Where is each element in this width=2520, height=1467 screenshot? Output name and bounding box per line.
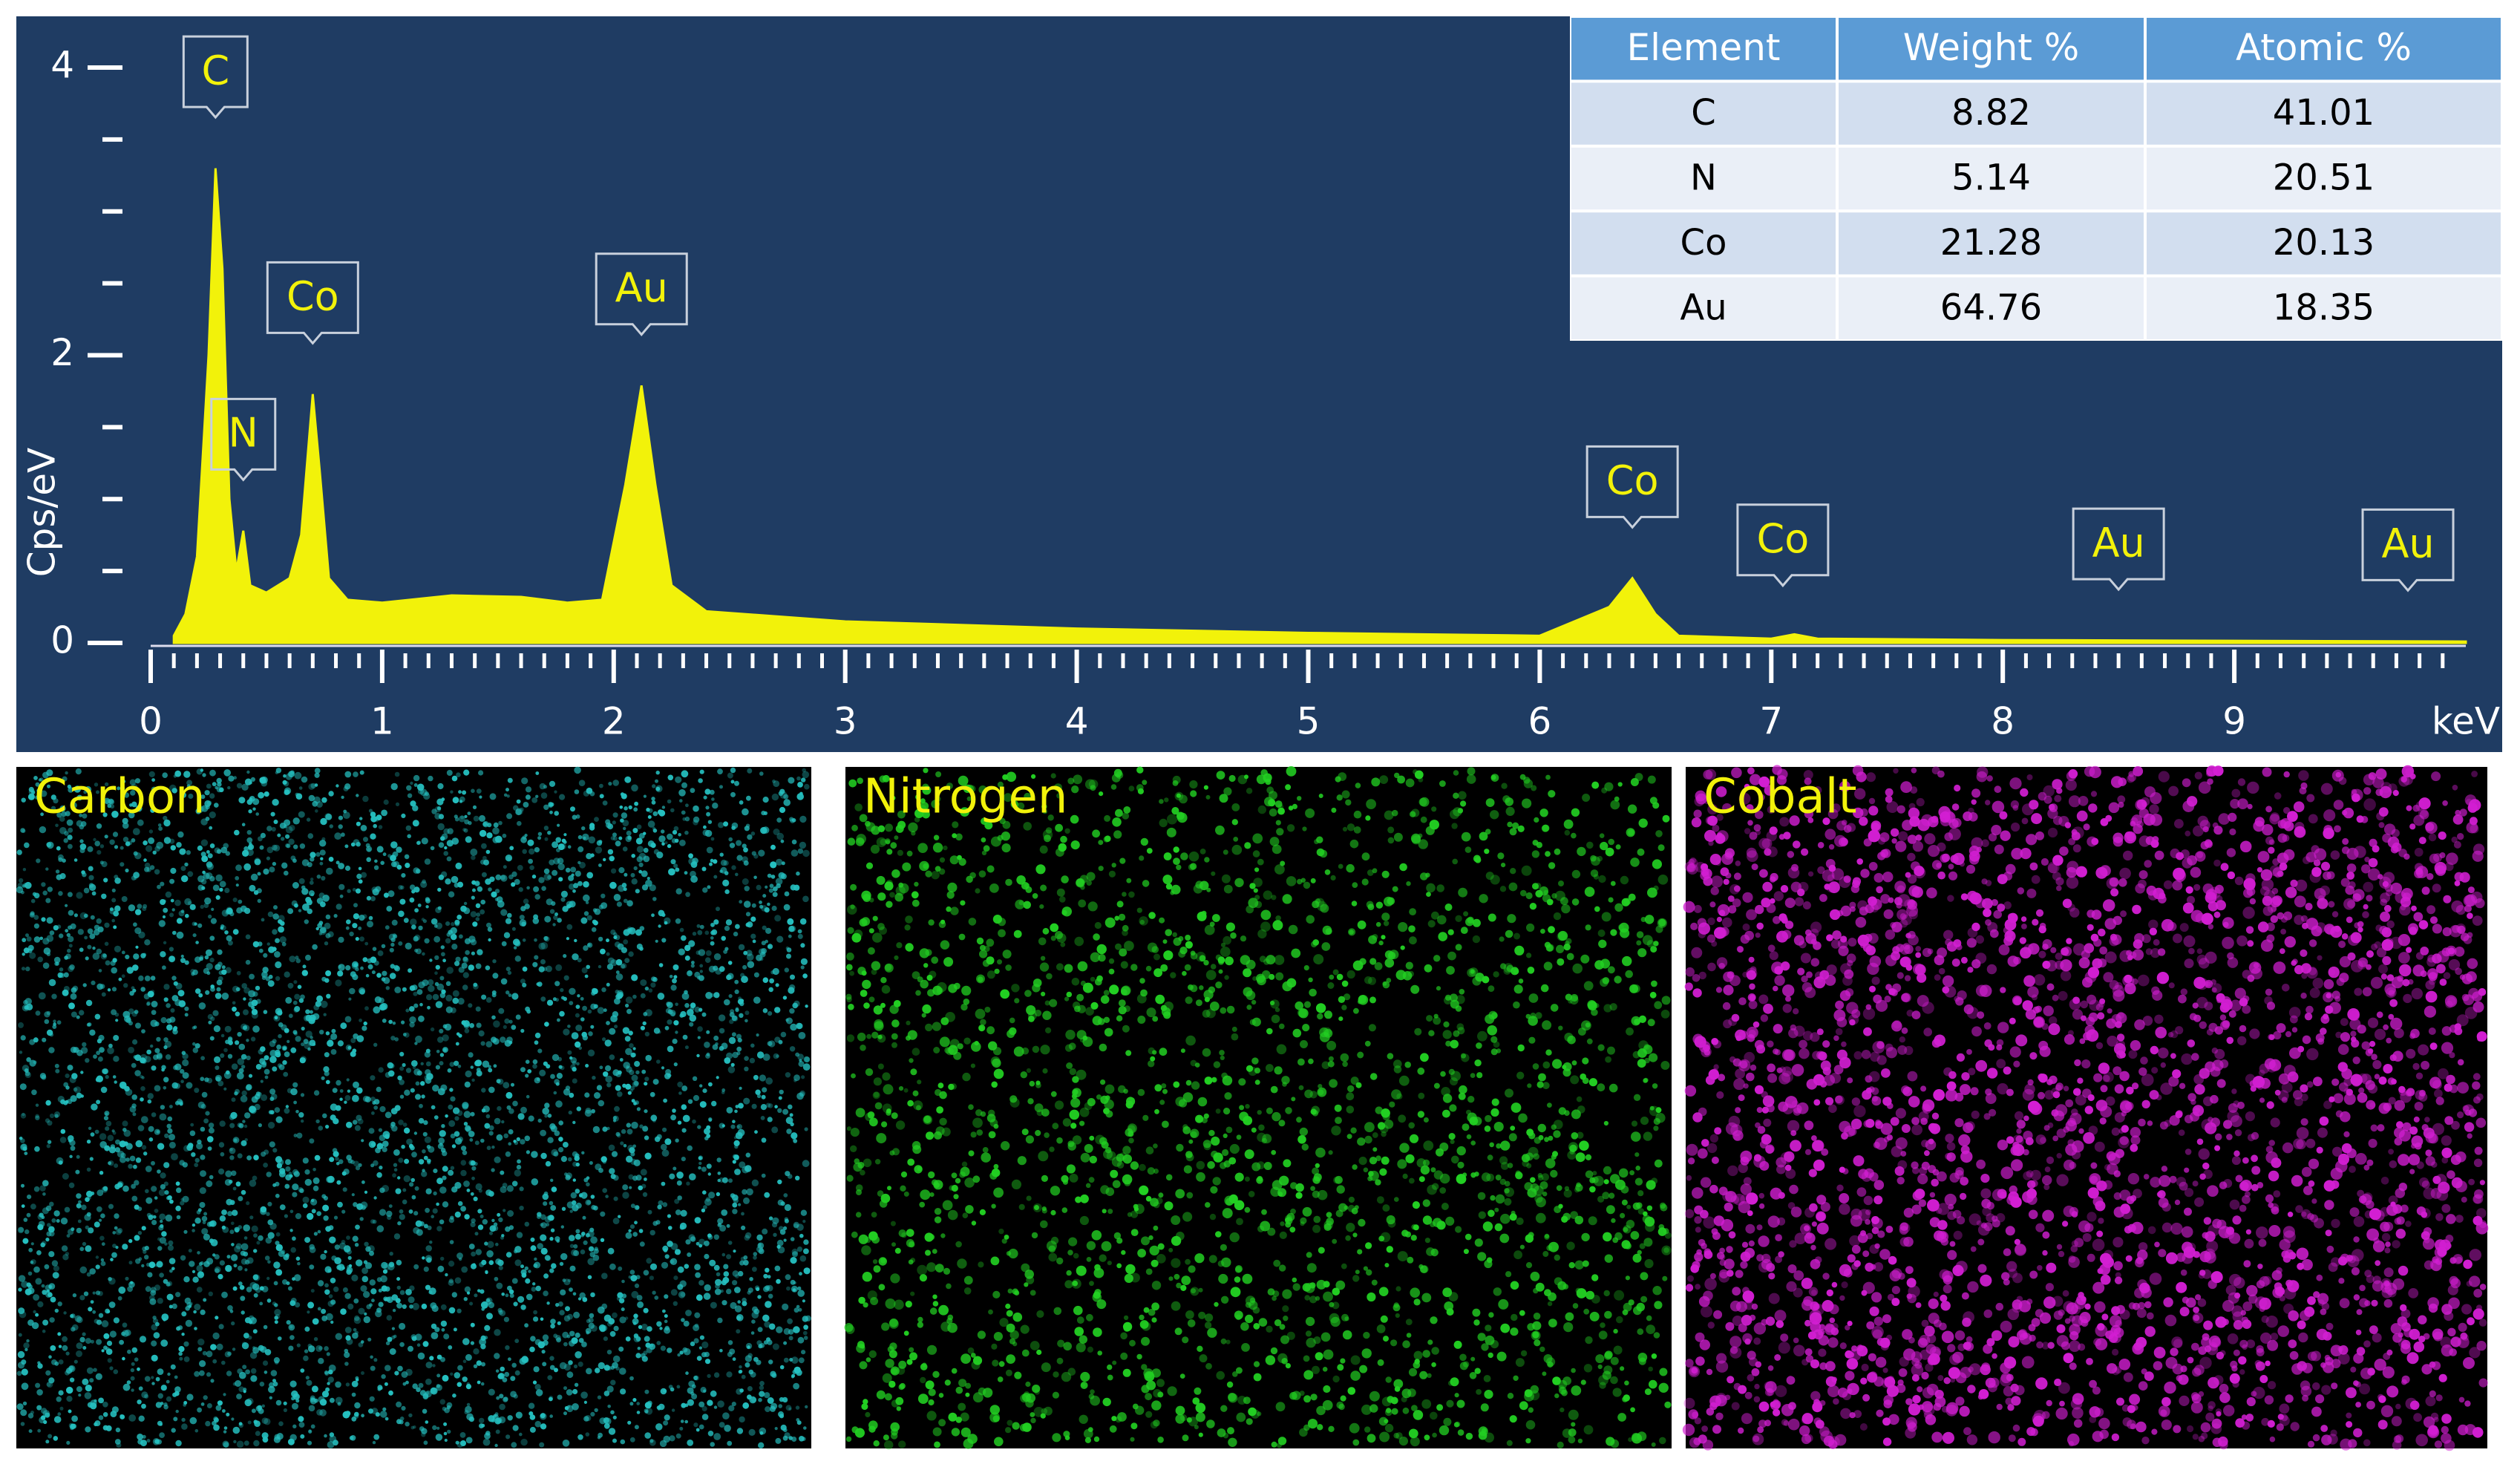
annotation-box xyxy=(1736,503,1830,588)
cell-text: Co xyxy=(1680,222,1727,264)
x-tick-label: 0 xyxy=(139,700,163,743)
y-tick-label: 4 xyxy=(50,44,74,87)
annotation-label: Co xyxy=(287,272,339,319)
cell-text: N xyxy=(1690,157,1717,199)
cell xyxy=(1571,277,1836,339)
x-tick-label: 6 xyxy=(1528,700,1551,743)
map-label: Carbon xyxy=(34,770,206,825)
cell-text: 18.35 xyxy=(2273,287,2375,328)
y-axis-label: Cps/eV xyxy=(21,448,64,578)
cell-text: 64.76 xyxy=(1940,287,2042,328)
x-axis-label: keV xyxy=(2432,700,2500,743)
cell xyxy=(2147,147,2501,210)
annotation-box xyxy=(266,261,359,345)
map-speckle xyxy=(1682,765,2489,1451)
annotation-label: Au xyxy=(615,264,668,311)
annotation-label: Co xyxy=(1757,515,1810,562)
annotation-box xyxy=(595,252,688,336)
header-cell xyxy=(2147,18,2501,80)
x-tick-label: 7 xyxy=(1759,700,1783,743)
cell-text: 5.14 xyxy=(1951,157,2031,199)
spectrum-area xyxy=(172,168,2467,644)
cell xyxy=(1571,82,1836,145)
annotation-label: C xyxy=(201,47,229,94)
annotation-box xyxy=(182,35,249,120)
annotation-box xyxy=(1585,445,1679,529)
header-cell xyxy=(1571,18,1836,80)
cell xyxy=(1571,147,1836,210)
cell-text: 20.13 xyxy=(2273,222,2375,264)
header-text: Atomic % xyxy=(2236,26,2412,69)
map-label: Nitrogen xyxy=(863,770,1067,825)
maps: Carbon Nitrogen Cobalt xyxy=(16,765,2489,1451)
y-tick-label: 0 xyxy=(50,619,74,662)
annotation-box xyxy=(210,397,277,482)
cell xyxy=(1839,212,2144,275)
x-tick-label: 2 xyxy=(602,700,626,743)
annotation-box xyxy=(2072,507,2165,592)
cell xyxy=(1839,82,2144,145)
cell xyxy=(2147,82,2501,145)
y-tick-label: 2 xyxy=(50,331,74,374)
cell-text: 21.28 xyxy=(1940,222,2042,264)
cell xyxy=(2147,277,2501,339)
cell xyxy=(1839,147,2144,210)
x-tick-label: 3 xyxy=(834,700,857,743)
map-speckle xyxy=(844,766,1672,1450)
cell-text: 8.82 xyxy=(1951,92,2031,134)
annotation-box xyxy=(2361,508,2455,592)
cell-text: 20.51 xyxy=(2273,157,2375,199)
x-tick-label: 5 xyxy=(1297,700,1320,743)
x-tick-label: 9 xyxy=(2222,700,2246,743)
x-tick-label: 4 xyxy=(1065,700,1089,743)
annotation-label: Au xyxy=(2092,519,2145,566)
annotation-label: Co xyxy=(1606,457,1659,503)
x-tick-label: 8 xyxy=(1991,700,2015,743)
header-text: Element xyxy=(1626,26,1780,69)
annotation-label: Au xyxy=(2381,520,2434,566)
cell-text: C xyxy=(1691,92,1716,134)
cell-text: 41.01 xyxy=(2273,92,2375,134)
header-text: Weight % xyxy=(1903,26,2080,69)
annotation-label: N xyxy=(229,410,258,457)
cell-text: Au xyxy=(1680,287,1727,328)
x-tick-label: 1 xyxy=(370,700,394,743)
map-speckle xyxy=(16,766,811,1449)
header-cell xyxy=(1839,18,2144,80)
map-label: Cobalt xyxy=(1704,770,1857,825)
cell xyxy=(2147,212,2501,275)
cell xyxy=(1839,277,2144,339)
table: Element Weight % Atomic % C 8.82 41.01 N 5.14 20… xyxy=(1570,16,2502,341)
cell xyxy=(1571,212,1836,275)
